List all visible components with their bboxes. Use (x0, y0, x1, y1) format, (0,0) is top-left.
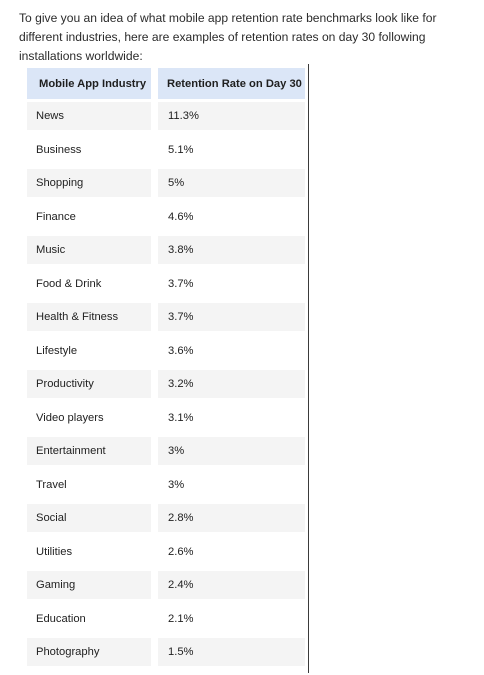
retention-rate-cell: 2.4% (158, 571, 305, 599)
retention-rate-cell: 5% (158, 169, 305, 197)
table-row: Video players 3.1% (27, 401, 305, 435)
retention-rate-cell: 3.7% (158, 303, 305, 331)
vertical-divider (308, 64, 309, 673)
industry-cell: Education (27, 604, 151, 633)
retention-rate-cell: 3.6% (158, 336, 305, 365)
table-row: Photography 1.5% (27, 636, 305, 670)
table-row: Music 3.8% (27, 234, 305, 268)
table-row: News 11.3% (27, 100, 305, 134)
industry-cell: Food & Drink (27, 269, 151, 298)
industry-cell: Shopping (27, 169, 151, 197)
retention-rate-cell: 3% (158, 470, 305, 499)
table-row: Travel 3% (27, 468, 305, 502)
retention-rate-cell: 3.1% (158, 403, 305, 432)
retention-rate-cell: 5.1% (158, 135, 305, 164)
table-row: Finance 4.6% (27, 200, 305, 234)
intro-paragraph: To give you an idea of what mobile app r… (19, 11, 437, 63)
industry-cell: Productivity (27, 370, 151, 398)
table-row: Social 2.8% (27, 502, 305, 536)
table-row: Business 5.1% (27, 133, 305, 167)
retention-rate-cell: 2.6% (158, 537, 305, 566)
industry-cell: Business (27, 135, 151, 164)
industry-cell: Travel (27, 470, 151, 499)
header-industry: Mobile App Industry (27, 68, 151, 99)
industry-cell: Photography (27, 638, 151, 666)
retention-rate-cell: 4.6% (158, 202, 305, 231)
industry-cell: Entertainment (27, 437, 151, 465)
retention-rate-cell: 11.3% (158, 102, 305, 130)
table-row: Lifestyle 3.6% (27, 334, 305, 368)
retention-rate-cell: 1.5% (158, 638, 305, 666)
table-row: Entertainment 3% (27, 435, 305, 469)
table-row: Shopping 5% (27, 167, 305, 201)
industry-cell: Music (27, 236, 151, 264)
table-row: Utilities 2.6% (27, 535, 305, 569)
table-header-row: Mobile App Industry Retention Rate on Da… (27, 66, 305, 100)
table-row: Gaming 2.4% (27, 569, 305, 603)
retention-rate-cell: 2.1% (158, 604, 305, 633)
table-row: Health & Fitness 3.7% (27, 301, 305, 335)
retention-rate-cell: 3% (158, 437, 305, 465)
retention-rate-cell: 3.8% (158, 236, 305, 264)
industry-cell: Utilities (27, 537, 151, 566)
industry-cell: Video players (27, 403, 151, 432)
industry-cell: Social (27, 504, 151, 532)
industry-cell: Health & Fitness (27, 303, 151, 331)
retention-table: Mobile App Industry Retention Rate on Da… (27, 66, 305, 669)
table-row: Productivity 3.2% (27, 368, 305, 402)
industry-cell: Finance (27, 202, 151, 231)
industry-cell: News (27, 102, 151, 130)
industry-cell: Gaming (27, 571, 151, 599)
industry-cell: Lifestyle (27, 336, 151, 365)
retention-rate-cell: 2.8% (158, 504, 305, 532)
table-row: Food & Drink 3.7% (27, 267, 305, 301)
retention-rate-cell: 3.2% (158, 370, 305, 398)
table-body: News 11.3% Business 5.1% Shopping 5% Finance 4.… (27, 100, 305, 670)
header-retention-rate: Retention Rate on Day 30 (158, 68, 305, 99)
table-row: Education 2.1% (27, 602, 305, 636)
retention-rate-cell: 3.7% (158, 269, 305, 298)
